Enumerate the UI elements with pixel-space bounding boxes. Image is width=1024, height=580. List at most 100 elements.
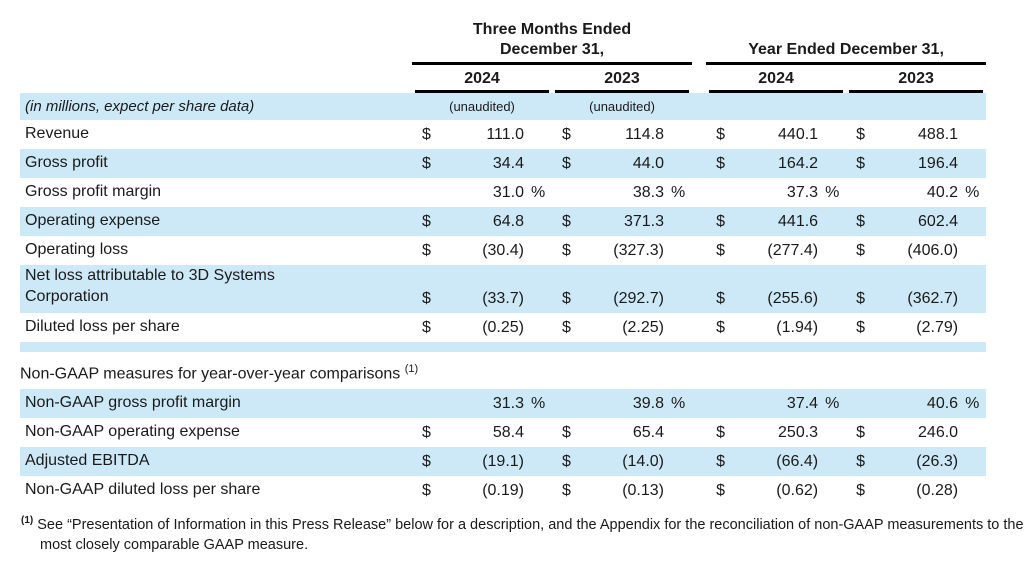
separator-row <box>20 342 987 353</box>
percent-cell <box>818 236 846 265</box>
percent-cell <box>524 447 552 477</box>
value-cell: (14.0) <box>582 447 664 477</box>
currency-cell: $ <box>856 423 865 441</box>
percent-cell <box>664 313 692 342</box>
currency-cell: $ <box>856 125 865 143</box>
currency-cell: $ <box>706 149 737 179</box>
currency-cell: $ <box>716 423 725 441</box>
value-cell: 371.3 <box>582 207 664 237</box>
period-underline: Three Months Ended December 31, <box>412 20 693 66</box>
section-title: Non-GAAP measures for year-over-year com… <box>20 365 405 383</box>
percent-cell: % <box>524 389 552 419</box>
value-cell: (406.0) <box>907 241 959 259</box>
currency-cell: $ <box>422 423 431 441</box>
column-gap <box>692 149 707 179</box>
currency-cell <box>412 178 442 207</box>
value-cell: (292.7) <box>582 265 664 314</box>
percent-cell <box>524 207 552 237</box>
row-label: Non-GAAP operating expense <box>25 423 240 441</box>
data-row: Non-GAAP gross profit margin 31.3% 39.8% 37… <box>20 389 987 419</box>
data-row: Gross profit margin 31.0% 38.3% 37.3% 40.2% <box>20 178 986 207</box>
percent-cell: % <box>818 389 847 419</box>
percent-cell <box>524 149 552 179</box>
currency-cell: $ <box>856 318 865 336</box>
value-cell: (2.25) <box>622 318 664 336</box>
currency-cell <box>846 178 876 207</box>
percent-cell <box>524 236 552 265</box>
currency-cell: $ <box>716 125 725 143</box>
percent-cell <box>818 313 846 342</box>
percent-cell <box>664 476 692 505</box>
column-gap <box>692 120 706 149</box>
column-gap <box>692 178 706 207</box>
percent-cell <box>664 418 692 447</box>
section-header-cell: Non-GAAP measures for year-over-year com… <box>20 352 986 389</box>
value-cell: (0.62) <box>776 481 819 499</box>
data-row: Adjusted EBITDA $ (19.1) $ (14.0) $ (66.4) $ (26… <box>20 447 987 477</box>
note-row: (in millions, expect per share data) (una… <box>20 93 987 121</box>
data-row: Operating expense $64.8 $371.3 $441.6 $602.4 <box>20 207 987 237</box>
currency-cell: $ <box>706 447 737 477</box>
percent-cell <box>818 418 846 447</box>
footnote-text: See “Presentation of Information in this… <box>33 516 1024 554</box>
currency-cell: $ <box>846 207 877 237</box>
year-label: 2023 <box>849 65 984 94</box>
currency-cell: $ <box>716 481 725 499</box>
percent-cell <box>958 265 987 314</box>
percent-cell <box>524 313 552 342</box>
year-column-tm-2023: 2023 <box>552 65 692 94</box>
unaudited-label: (unaudited) <box>412 93 552 121</box>
percent-cell: % <box>965 183 980 201</box>
currency-cell: $ <box>706 207 737 237</box>
currency-cell: $ <box>562 125 571 143</box>
percent-cell <box>958 120 986 149</box>
percent-cell: % <box>825 183 840 201</box>
row-label: Adjusted EBITDA <box>20 447 412 477</box>
percent-cell <box>958 236 986 265</box>
percent-cell <box>524 418 552 447</box>
percent-cell: % <box>531 183 546 201</box>
value-cell: 37.3 <box>786 183 819 201</box>
currency-cell <box>552 178 582 207</box>
column-gap <box>692 313 706 342</box>
year-column-ye-2023: 2023 <box>846 65 986 94</box>
value-cell: 31.3 <box>442 389 524 419</box>
percent-cell: % <box>671 183 686 201</box>
column-gap <box>692 476 706 505</box>
year-column-tm-2024: 2024 <box>412 65 552 94</box>
row-label: Gross profit margin <box>25 183 162 201</box>
period-underline: Year Ended December 31, <box>706 40 987 66</box>
value-cell: 40.6 <box>876 389 959 419</box>
footnote-marker: (1) <box>21 515 34 527</box>
value-cell: (33.7) <box>442 265 524 314</box>
value-cell: 440.1 <box>778 125 819 143</box>
column-gap <box>692 447 707 477</box>
percent-cell <box>524 265 552 314</box>
currency-cell: $ <box>422 481 431 499</box>
data-row: Gross profit $34.4 $44.0 $164.2 $196.4 <box>20 149 987 179</box>
percent-cell <box>818 265 847 314</box>
value-cell: 37.4 <box>736 389 819 419</box>
unaudited-label: (unaudited) <box>552 93 693 121</box>
currency-cell: $ <box>856 481 865 499</box>
year-label: 2024 <box>415 65 549 94</box>
row-label: Gross profit <box>20 149 412 179</box>
percent-cell <box>664 207 693 237</box>
currency-cell: $ <box>552 447 582 477</box>
column-gap <box>692 389 707 419</box>
value-cell: (1.94) <box>776 318 819 336</box>
row-label: Revenue <box>25 125 90 143</box>
currency-cell: $ <box>846 447 877 477</box>
currency-cell: $ <box>562 423 571 441</box>
currency-cell <box>846 389 877 419</box>
value-cell: 488.1 <box>918 125 959 143</box>
percent-cell <box>818 120 846 149</box>
percent-cell <box>524 120 552 149</box>
currency-cell: $ <box>422 318 431 336</box>
percent-cell: % <box>958 389 987 419</box>
value-cell: 65.4 <box>632 423 664 441</box>
currency-cell <box>706 178 736 207</box>
percent-cell <box>958 313 986 342</box>
value-cell: 31.0 <box>492 183 524 201</box>
value-cell: 250.3 <box>778 423 819 441</box>
